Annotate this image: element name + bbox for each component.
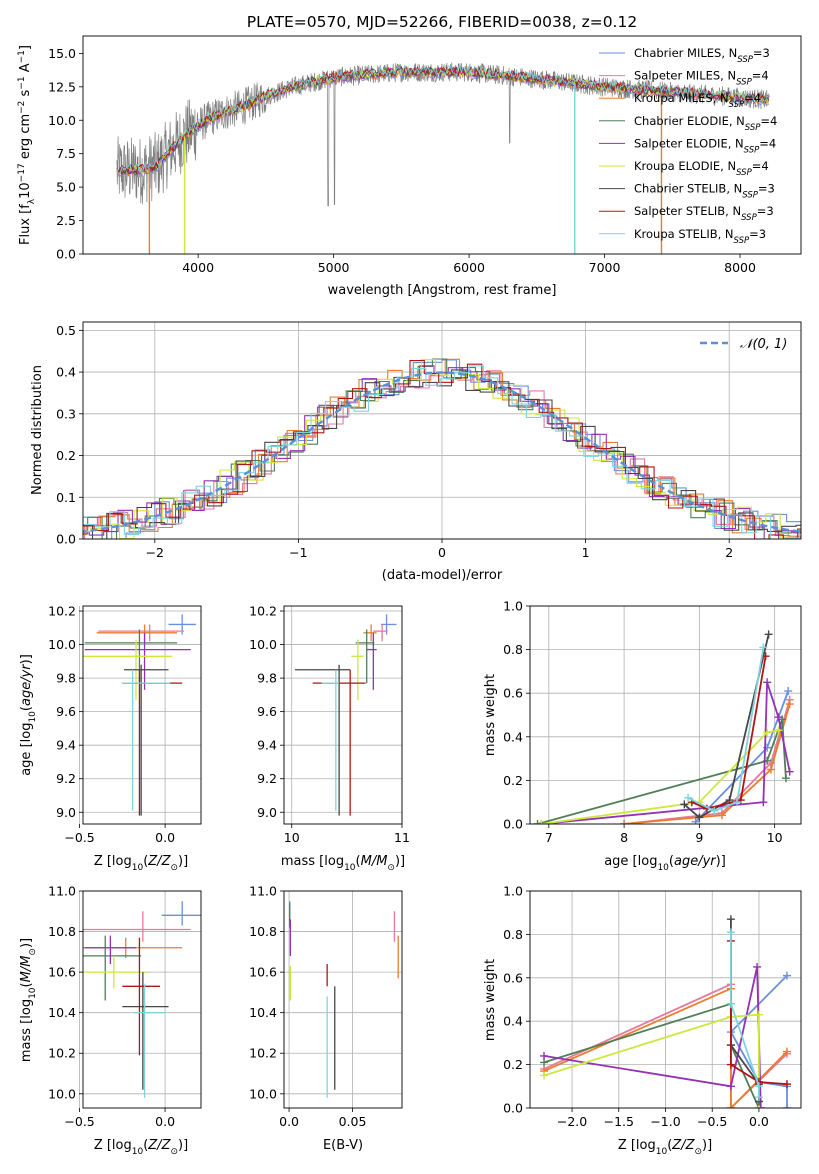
y-tick-label: 9.4	[257, 738, 277, 753]
x-tick-label: 0.05	[339, 1114, 367, 1129]
x-tick-label: 0.0	[279, 1114, 299, 1129]
histogram-y-label: Normed distribution	[30, 365, 45, 495]
y-tick-label: 12.5	[48, 79, 76, 94]
y-tick-label: 10.2	[48, 604, 76, 619]
y-tick-label: 11.0	[249, 884, 277, 899]
y-tick-label: 0.2	[503, 773, 523, 788]
y-tick-label: 7.5	[56, 146, 76, 161]
y-tick-label: 0.5	[56, 323, 76, 338]
y-tick-label: 10.8	[249, 924, 277, 939]
y-tick-label: 10.6	[48, 965, 76, 980]
y-tick-label: 1.0	[503, 599, 523, 614]
x-tick-label: 4000	[182, 260, 214, 275]
mass-vs-ebv-x-label: E(B-V)	[323, 1138, 363, 1153]
y-tick-label: 10.6	[249, 965, 277, 980]
x-tick-label: 10	[284, 830, 300, 845]
y-tick-label: 10.0	[48, 1086, 76, 1101]
y-tick-label: 2.5	[56, 213, 76, 228]
y-tick-label: 10.0	[249, 637, 277, 652]
y-tick-label: 0.0	[503, 817, 523, 832]
x-tick-label: −1.0	[650, 1114, 680, 1129]
legend-label: 𝒩(0, 1)	[740, 337, 787, 352]
y-tick-label: 11.0	[48, 884, 76, 899]
weight-vs-z-y-label: mass weight	[483, 959, 498, 1041]
y-tick-label: 0.6	[503, 686, 523, 701]
x-tick-label: 11	[394, 830, 410, 845]
y-tick-label: 9.0	[257, 805, 277, 820]
y-tick-label: 9.2	[56, 771, 76, 786]
y-tick-label: 15.0	[48, 46, 76, 61]
y-tick-label: 0.3	[56, 406, 76, 421]
x-tick-label: −2	[146, 545, 164, 560]
y-tick-label: 1.0	[503, 884, 523, 899]
y-tick-label: 10.0	[48, 113, 76, 128]
x-tick-label: 9	[695, 830, 703, 845]
x-tick-label: 7	[545, 830, 553, 845]
x-tick-label: −2.0	[557, 1114, 587, 1129]
y-tick-label: 0.4	[503, 729, 523, 744]
weight-vs-age-y-label: mass weight	[483, 674, 498, 756]
y-tick-label: 10.8	[48, 924, 76, 939]
x-tick-label: 8000	[724, 260, 756, 275]
y-tick-label: 0.2	[503, 1057, 523, 1072]
y-tick-label: 0.4	[503, 1014, 523, 1029]
y-tick-label: 10.2	[249, 604, 277, 619]
x-tick-label: 1	[582, 545, 590, 560]
y-tick-label: 9.0	[56, 805, 76, 820]
y-tick-label: 10.0	[48, 637, 76, 652]
y-tick-label: 0.0	[503, 1101, 523, 1116]
x-tick-label: 6000	[453, 260, 485, 275]
x-tick-label: 0	[438, 545, 446, 560]
x-tick-label: 5000	[318, 260, 350, 275]
x-tick-label: −0.5	[64, 1114, 94, 1129]
y-tick-label: 0.8	[503, 642, 523, 657]
y-tick-label: 10.2	[48, 1046, 76, 1061]
y-tick-label: 10.4	[249, 1005, 277, 1020]
histogram-x-label: (data-model)/error	[382, 568, 503, 583]
x-tick-label: 2	[725, 545, 733, 560]
y-tick-label: 0.2	[56, 448, 76, 463]
x-tick-label: 0.0	[155, 1114, 175, 1129]
y-tick-label: 0.0	[56, 532, 76, 547]
x-tick-label: −1	[289, 545, 307, 560]
y-tick-label: 0.6	[503, 970, 523, 985]
spectrum-x-label: wavelength [Angstrom, rest frame]	[328, 283, 557, 298]
y-tick-label: 9.8	[56, 671, 76, 686]
y-tick-label: 5.0	[56, 180, 76, 195]
x-tick-label: 0.0	[155, 830, 175, 845]
figure-title: PLATE=0570, MJD=52266, FIBERID=0038, z=0…	[247, 13, 637, 31]
y-tick-label: 9.4	[56, 738, 76, 753]
x-tick-label: −0.5	[64, 830, 94, 845]
y-tick-label: 10.4	[48, 1005, 76, 1020]
x-tick-label: 10	[767, 830, 783, 845]
x-tick-label: −1.5	[604, 1114, 634, 1129]
y-tick-label: 10.0	[249, 1086, 277, 1101]
x-tick-label: 0.0	[749, 1114, 769, 1129]
y-tick-label: 9.8	[257, 671, 277, 686]
x-tick-label: 8	[620, 830, 628, 845]
y-tick-label: 0.4	[56, 365, 76, 380]
x-tick-label: −0.5	[697, 1114, 727, 1129]
y-tick-label: 0.0	[56, 247, 76, 262]
y-tick-label: 0.1	[56, 490, 76, 505]
x-tick-label: 7000	[589, 260, 621, 275]
y-tick-label: 9.6	[257, 704, 277, 719]
y-tick-label: 9.2	[257, 771, 277, 786]
y-tick-label: 9.6	[56, 704, 76, 719]
y-tick-label: 10.2	[249, 1046, 277, 1061]
y-tick-label: 0.8	[503, 927, 523, 942]
